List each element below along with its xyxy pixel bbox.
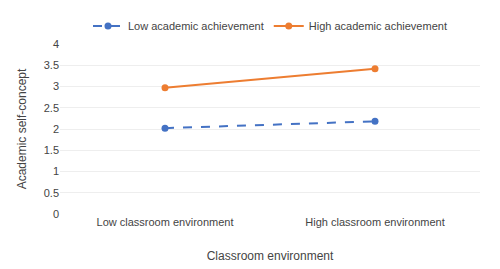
svg-text:0.5: 0.5 bbox=[44, 187, 59, 199]
svg-text:1.5: 1.5 bbox=[44, 144, 59, 156]
svg-text:Classroom environment: Classroom environment bbox=[207, 249, 334, 263]
svg-text:0: 0 bbox=[53, 208, 59, 220]
svg-text:High classroom environment: High classroom environment bbox=[305, 216, 444, 228]
svg-text:Academic self-concept: Academic self-concept bbox=[15, 68, 29, 189]
svg-text:Low academic achievement: Low academic achievement bbox=[128, 20, 264, 32]
svg-text:High academic achievement: High academic achievement bbox=[309, 20, 447, 32]
svg-text:Low classroom environment: Low classroom environment bbox=[97, 216, 234, 228]
svg-text:1: 1 bbox=[53, 165, 59, 177]
svg-text:3: 3 bbox=[53, 80, 59, 92]
svg-text:3.5: 3.5 bbox=[44, 59, 59, 71]
svg-text:2.5: 2.5 bbox=[44, 102, 59, 114]
svg-text:2: 2 bbox=[53, 123, 59, 135]
svg-text:4: 4 bbox=[53, 38, 59, 50]
